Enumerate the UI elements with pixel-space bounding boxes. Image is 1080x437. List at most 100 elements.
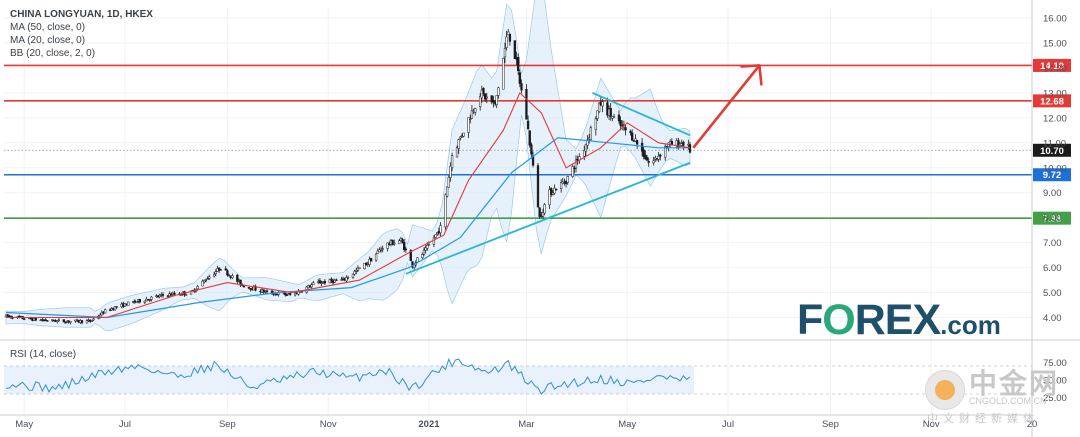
candle-body bbox=[368, 259, 371, 265]
candle-body bbox=[520, 83, 523, 91]
candle-body bbox=[555, 189, 558, 191]
candle-body bbox=[23, 318, 26, 320]
level-label: 9.72 bbox=[1043, 170, 1062, 181]
candle-body bbox=[543, 204, 546, 214]
candle-body bbox=[356, 267, 360, 271]
candle-body bbox=[99, 314, 102, 317]
candle-body bbox=[90, 320, 94, 322]
horizontal-levels: 14.10 12.68 9.72 7.98 10.70 bbox=[4, 58, 1071, 225]
cngold-logo-icon bbox=[925, 370, 965, 410]
candle-body bbox=[224, 268, 227, 271]
candles bbox=[4, 29, 692, 325]
candle-body bbox=[416, 257, 419, 263]
x-tick-label: Nov bbox=[320, 419, 337, 430]
candle-body bbox=[161, 294, 165, 296]
candle-body bbox=[219, 269, 222, 271]
y-tick-label: 13.00 bbox=[1043, 88, 1067, 99]
candle-body bbox=[526, 120, 530, 130]
candle-body bbox=[525, 89, 528, 120]
candle-body bbox=[335, 279, 338, 281]
x-tick-label: Sep bbox=[219, 419, 236, 430]
candle-body bbox=[345, 277, 348, 282]
y-tick-label: 10.00 bbox=[1043, 163, 1067, 174]
candle-body bbox=[409, 250, 412, 261]
candle-body bbox=[645, 157, 649, 161]
candle-body bbox=[320, 282, 323, 285]
candle-body bbox=[508, 33, 512, 42]
candle-body bbox=[62, 319, 65, 323]
candle-body bbox=[652, 160, 655, 164]
logo-com: .com bbox=[940, 310, 1001, 340]
candle-body bbox=[490, 95, 493, 103]
candle-body bbox=[378, 249, 381, 253]
candle-body bbox=[574, 159, 578, 169]
candle-body bbox=[503, 48, 507, 58]
candle-body bbox=[80, 320, 84, 323]
logo-o: O bbox=[822, 296, 855, 344]
y-tick-label: 6.00 bbox=[1043, 263, 1062, 274]
candle-body bbox=[184, 294, 188, 296]
rsi-tick-label: 50.00 bbox=[1043, 376, 1067, 387]
ma50-line bbox=[5, 137, 690, 319]
level-tag bbox=[1033, 211, 1071, 225]
candle-body bbox=[69, 321, 72, 323]
candle-body bbox=[507, 31, 510, 36]
candle-body bbox=[340, 279, 343, 281]
candle-body bbox=[474, 108, 477, 113]
legend-title: CHINA LONGYUAN, 1D, HKEX bbox=[10, 9, 153, 20]
candle-body bbox=[450, 155, 454, 169]
candle-body bbox=[427, 244, 431, 246]
candle-body bbox=[469, 118, 472, 121]
candle-body bbox=[530, 144, 533, 155]
candle-body bbox=[330, 278, 333, 282]
candle-body bbox=[479, 96, 482, 107]
rsi-panel: 75.00 50.00 25.00 bbox=[4, 357, 1067, 404]
legend-ma20: MA (20, close, 0) bbox=[10, 35, 86, 46]
level-label: 12.68 bbox=[1040, 96, 1064, 107]
legend-bb: BB (20, close, 2, 0) bbox=[10, 48, 96, 59]
candle-body bbox=[601, 101, 604, 107]
candle-body bbox=[609, 108, 612, 117]
candle-body bbox=[135, 301, 138, 303]
candle-body bbox=[536, 165, 540, 208]
candle-body bbox=[206, 278, 209, 280]
candle-body bbox=[583, 150, 586, 157]
x-tick-label: Mar bbox=[518, 419, 534, 430]
candle-body bbox=[403, 241, 406, 251]
candle-body bbox=[150, 296, 153, 300]
candle-body bbox=[482, 87, 485, 94]
candle-body bbox=[312, 282, 315, 286]
x-tick-label: 20 bbox=[1027, 419, 1038, 430]
candle-body bbox=[358, 267, 361, 269]
trendline bbox=[592, 92, 691, 137]
candle-body bbox=[502, 57, 505, 90]
candle-body bbox=[631, 132, 634, 141]
candle-body bbox=[369, 258, 373, 262]
x-tick-label: May bbox=[15, 419, 33, 430]
candle-body bbox=[573, 167, 576, 169]
candle-body bbox=[571, 166, 574, 177]
candle-body bbox=[657, 155, 660, 160]
rsi-line bbox=[5, 357, 691, 395]
y-tick-label: 12.00 bbox=[1043, 113, 1067, 124]
candle-body bbox=[551, 192, 555, 195]
candle-body bbox=[391, 239, 394, 246]
cngold-name: 中金网 bbox=[969, 368, 1060, 399]
candle-body bbox=[444, 194, 447, 228]
candle-body bbox=[226, 270, 229, 276]
candle-body bbox=[635, 140, 639, 145]
candle-body bbox=[517, 56, 520, 71]
candle-body bbox=[401, 239, 404, 244]
candle-body bbox=[480, 89, 483, 99]
candle-body bbox=[64, 322, 67, 324]
candle-body bbox=[386, 242, 389, 249]
y-tick-label: 8.00 bbox=[1043, 213, 1062, 224]
candle-body bbox=[421, 254, 424, 258]
candle-body bbox=[492, 100, 495, 103]
candle-body bbox=[270, 290, 274, 295]
candle-body bbox=[447, 177, 450, 188]
candle-body bbox=[351, 273, 355, 279]
candle-body bbox=[612, 116, 616, 118]
